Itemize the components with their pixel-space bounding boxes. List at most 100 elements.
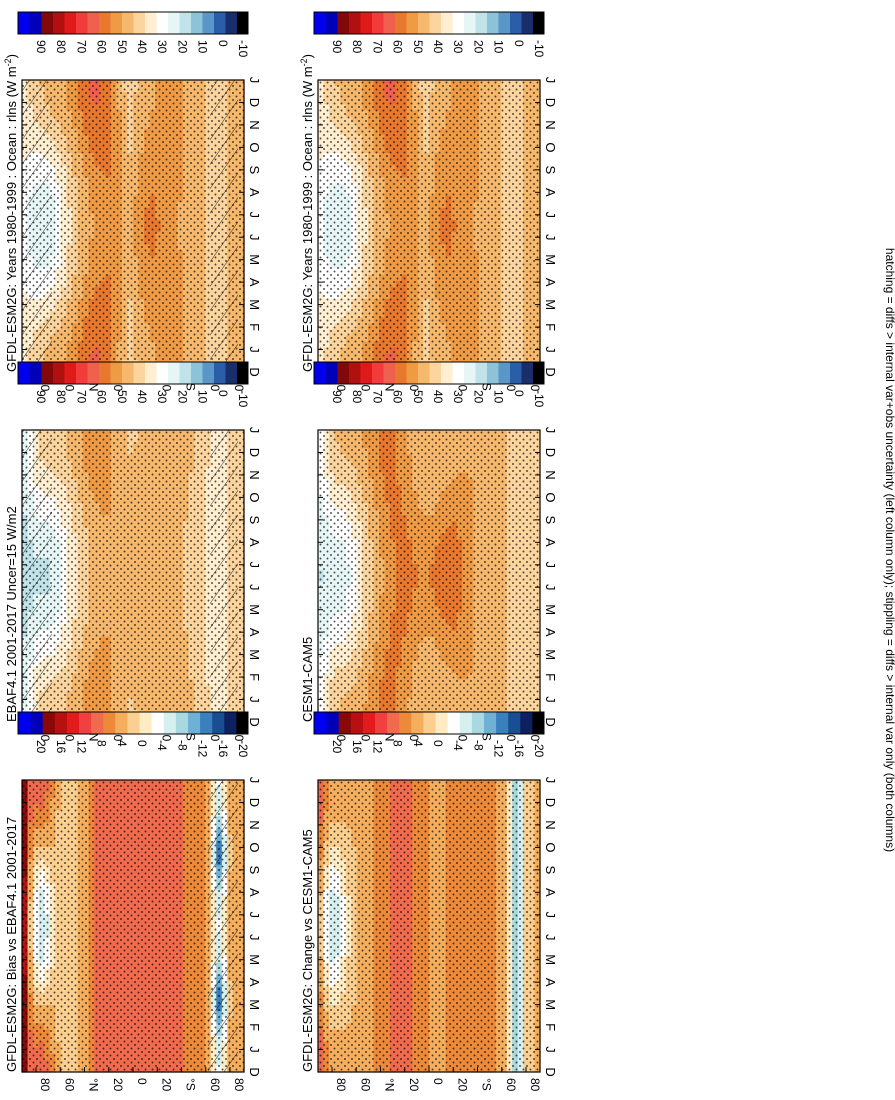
colorbar-tick-label: 20 — [175, 40, 189, 54]
month-tick-label: A — [543, 278, 558, 287]
colorbar-swatch — [52, 12, 65, 34]
colorbar-swatch — [325, 12, 338, 34]
month-tick-label: D — [543, 367, 558, 376]
colorbar-swatch — [98, 12, 111, 34]
colorbar-tick-label: 90 — [330, 40, 344, 54]
month-tick-label: A — [247, 278, 262, 287]
month-tick-label: A — [247, 188, 262, 197]
month-tick-label: J — [247, 234, 262, 241]
month-tick-label: A — [543, 188, 558, 197]
colorbar-swatch — [314, 12, 326, 34]
colorbar-tick-label: 50 — [411, 40, 425, 54]
panels-layer: DJFMAMJJASONDJ8060°N20020°S6080GFDL-ESM2… — [3, 11, 558, 1092]
colorbar-swatch — [452, 12, 464, 34]
colorbar-swatch — [383, 12, 395, 34]
hatching-overlay — [210, 80, 238, 372]
colorbar-tick-label: 70 — [74, 40, 88, 54]
month-tick-label: J — [543, 77, 558, 84]
colorbar-swatch — [225, 12, 237, 34]
colorbar-swatch — [360, 12, 372, 34]
colorbar-swatch — [337, 12, 349, 34]
month-tick-label: D — [247, 98, 262, 107]
month-tick-label: S — [247, 166, 262, 175]
stippling-overlay — [318, 80, 540, 372]
colorbar-tick-label: 0 — [512, 40, 526, 47]
colorbar-swatch — [406, 12, 418, 34]
colorbar-tick-label: 10 — [196, 40, 210, 54]
colorbar-swatch — [202, 12, 214, 34]
colorbar-frame — [313, 11, 545, 35]
hatching-overlay — [22, 80, 52, 372]
colorbar-swatch — [498, 12, 510, 34]
colorbar-tick-label: 30 — [155, 40, 169, 54]
colorbar-tick-label: 60 — [391, 40, 405, 54]
colorbar-swatch — [486, 12, 499, 34]
colorbar-tick-label: 40 — [135, 40, 149, 54]
colorbar-tick-label: -10 — [532, 40, 546, 58]
colorbar-swatch — [167, 12, 180, 34]
colorbar-swatch — [64, 12, 76, 34]
month-tick-label: M — [543, 299, 558, 310]
month-tick-label: M — [247, 299, 262, 310]
colorbar-swatch — [236, 12, 249, 34]
panel-1: DJFMAMJJASONDJ8060°N20020°S6080GFDL-ESM2… — [3, 11, 262, 392]
colorbar-swatch — [133, 12, 145, 34]
panel-title: GFDL-ESM2G: Years 1980-1999 : Ocean : rl… — [3, 54, 19, 372]
month-tick-label: J — [247, 346, 262, 353]
colorbar-swatch — [190, 12, 203, 34]
colorbar-swatch — [18, 12, 30, 34]
month-tick-label: D — [247, 367, 262, 376]
stippling-overlay — [22, 80, 244, 372]
colorbar-swatch — [29, 12, 42, 34]
colorbar-tick-label: 40 — [431, 40, 445, 54]
colorbar-swatch — [179, 12, 191, 34]
colorbar-swatch — [394, 12, 407, 34]
month-tick-label: J — [543, 346, 558, 353]
colorbar-tick-label: 10 — [492, 40, 506, 54]
colorbar-swatch — [509, 12, 522, 34]
month-tick-label: M — [247, 254, 262, 265]
month-tick-label: O — [247, 142, 262, 152]
month-tick-label: F — [543, 323, 558, 331]
colorbar-tick-label: 20 — [471, 40, 485, 54]
month-tick-label: N — [543, 120, 558, 129]
colorbar-swatch — [532, 12, 545, 34]
colorbar-swatch — [463, 12, 476, 34]
month-tick-label: J — [247, 212, 262, 219]
colorbar-swatch — [87, 12, 99, 34]
colorbar-swatch — [475, 12, 487, 34]
month-tick-label: F — [247, 323, 262, 331]
month-tick-label: O — [543, 142, 558, 152]
colorbar-swatch — [75, 12, 88, 34]
colorbar-swatch — [156, 12, 168, 34]
colorbar-swatch — [41, 12, 53, 34]
colorbar-tick-label: 90 — [34, 40, 48, 54]
colorbar-tick-label: 30 — [451, 40, 465, 54]
month-tick-label: S — [543, 166, 558, 175]
colorbar-tick-label: 60 — [95, 40, 109, 54]
colorbar-tick-label: -10 — [236, 40, 250, 58]
colorbar-swatch — [429, 12, 441, 34]
month-tick-label: D — [543, 98, 558, 107]
colorbar-tick-label: 0 — [216, 40, 230, 47]
colorbar-swatch — [440, 12, 453, 34]
colorbar-swatch — [213, 12, 226, 34]
colorbar-tick-label: 80 — [350, 40, 364, 54]
colorbar-tick-label: 70 — [370, 40, 384, 54]
month-tick-label: M — [543, 254, 558, 265]
colorbar-frame — [17, 11, 249, 35]
month-tick-label: J — [247, 77, 262, 84]
colorbar-swatch — [371, 12, 384, 34]
month-tick-label: N — [247, 120, 262, 129]
month-tick-label: J — [543, 234, 558, 241]
colorbar-tick-label: 80 — [54, 40, 68, 54]
colorbar-swatch — [348, 12, 361, 34]
colorbar-swatch — [144, 12, 157, 34]
panel-title: GFDL-ESM2G: Years 1980-1999 : Ocean : rl… — [299, 54, 315, 372]
colorbar-tick-label: 50 — [115, 40, 129, 54]
colorbar-swatch — [417, 12, 430, 34]
panel-2: DJFMAMJJASONDJ8060°N20020°S6080GFDL-ESM2… — [299, 11, 558, 392]
colorbar-swatch — [521, 12, 533, 34]
